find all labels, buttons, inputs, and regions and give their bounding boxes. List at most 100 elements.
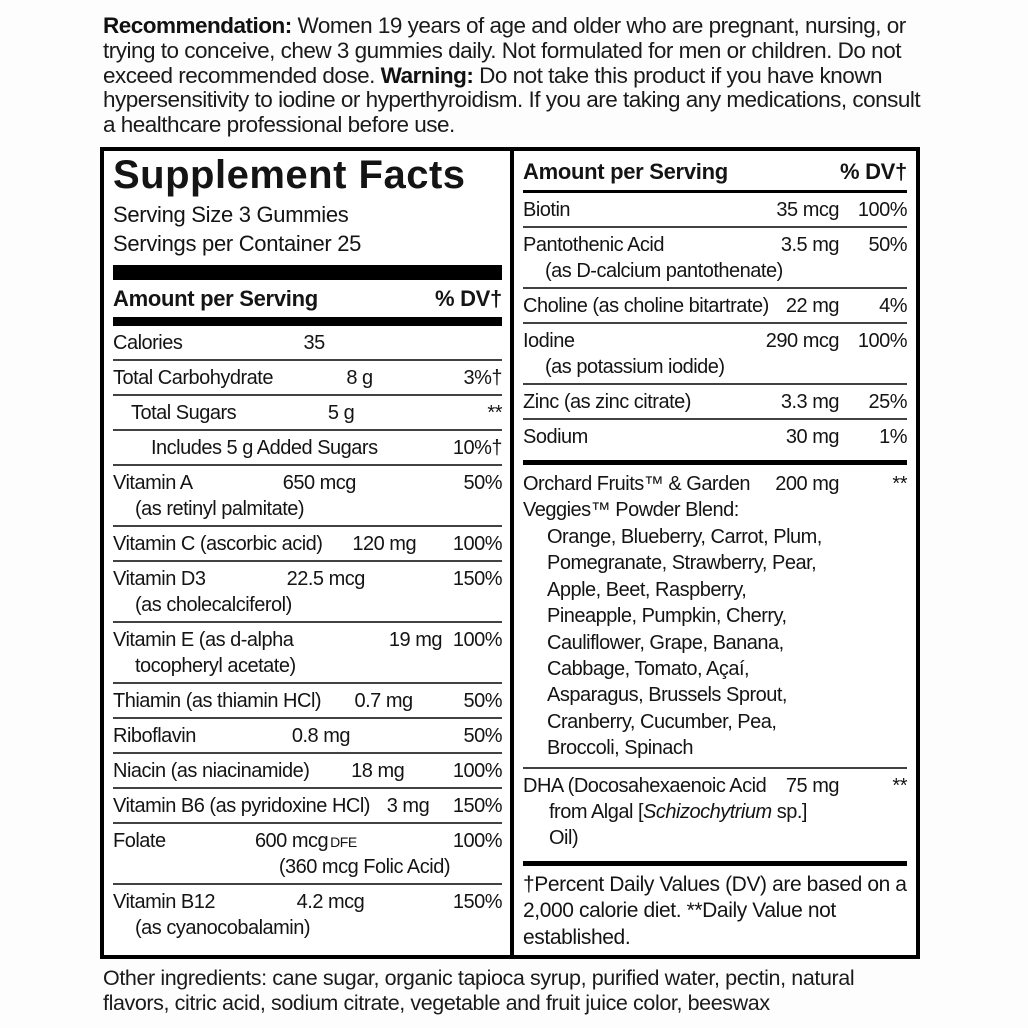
nutrient-row-main: Pantothenic Acid 3.5 mg 50%: [523, 232, 908, 258]
blend-row: Orchard Fruits™ & Garden Veggies™ Powder…: [523, 465, 908, 765]
nutrient-dv: 150%: [452, 795, 503, 818]
nutrient-amount: 600 mcg DFE: [166, 828, 446, 854]
nutrient-name: Vitamin B6 (as pyridoxine HCl): [113, 795, 370, 818]
right-nutrient-rows: Biotin 35 mcg 100% Pantothenic Acid 3.5 mg 50…: [523, 193, 908, 453]
blend-ingredient-list: Orange, Blueberry, Carrot, Plum, Pomegra…: [547, 526, 822, 760]
percent-dv-label: % DV†: [435, 286, 502, 312]
nutrient-dv: 10%†: [452, 437, 503, 460]
amount-per-serving-label: Amount per Serving: [523, 159, 728, 184]
nutrient-row-main: Choline (as choline bitartrate) 22 mg 4%: [523, 293, 908, 319]
nutrient-source: (as D-calcium pantothenate): [545, 260, 783, 283]
nutrient-source: (as cyanocobalamin): [135, 917, 311, 940]
recommendation-body: Women 19 years of age and older who are …: [103, 13, 906, 88]
nutrient-dv: 50%: [868, 234, 907, 257]
nutrient-row-main: Folate 600 mcg DFE 100%: [113, 828, 503, 854]
nutrient-row: Total Carbohydrate 8 g 3%†: [113, 359, 503, 394]
nutrient-row: Iodine 290 mcg 100% (as potassium iodide): [523, 322, 908, 383]
nutrient-row: Pantothenic Acid 3.5 mg 50% (as D-calcium p…: [523, 226, 908, 287]
serving-size: Serving Size 3 Gummies: [113, 202, 349, 227]
amount-value: 18 mg: [351, 760, 405, 783]
dha-row-main: DHA (Docosahexaenoic Acid 75 mg **: [523, 773, 908, 799]
nutrient-dv: 3%†: [463, 367, 502, 390]
servings-per-container: Servings per Container 25: [113, 230, 362, 256]
nutrient-dv: 100%: [452, 629, 503, 652]
nutrient-name: Zinc (as zinc citrate): [523, 391, 691, 414]
nutrient-dv: 25%: [868, 391, 907, 414]
blend-row-main: Orchard Fruits™ & Garden Veggies™ Powder…: [523, 471, 908, 523]
dha-row: DHA (Docosahexaenoic Acid 75 mg ** from …: [523, 766, 908, 854]
amount-value: 3.3 mg: [780, 391, 840, 414]
nutrient-name: Riboflavin: [113, 725, 196, 748]
nutrient-source: (as cholecalciferol): [135, 594, 292, 617]
nutrient-row: Includes 5 g Added Sugars 10%†: [113, 429, 503, 464]
nutrient-row-main: Vitamin B6 (as pyridoxine HCl) 3 mg 150%: [113, 793, 503, 819]
recommendation-label: Recommendation:: [103, 13, 292, 38]
dha-source-suffix: sp.] Oil): [549, 800, 807, 849]
nutrient-amount: 290 mcg: [575, 328, 852, 354]
nutrient-name: Vitamin E (as d-alpha tocopheryl acetate…: [113, 629, 296, 678]
nutrient-row-main: Vitamin E (as d-alpha tocopheryl acetate…: [113, 627, 503, 679]
supplement-facts-panel: Supplement Facts Serving Size 3 Gummies …: [100, 147, 920, 959]
nutrient-name: Vitamin D3: [113, 568, 206, 591]
nutrient-dv: 1%: [879, 426, 907, 449]
nutrient-dv: 100%: [857, 199, 908, 222]
nutrient-amount: 35 mcg: [570, 197, 851, 223]
amount-value: 4.2 mcg: [296, 891, 365, 914]
thick-divider-bar: [113, 265, 502, 281]
blend-amount: 200 mg: [775, 473, 839, 496]
nutrient-name: Vitamin B12: [113, 891, 215, 914]
nutrient-name: Folate: [113, 830, 166, 853]
nutrient-row: Thiamin (as thiamin HCl) 0.7 mg 50%: [113, 682, 503, 717]
blend-name: Orchard Fruits™ & Garden Veggies™ Powder…: [523, 473, 750, 522]
nutrient-row: Vitamin E (as d-alpha tocopheryl acetate…: [113, 621, 503, 682]
dha-source-prefix: from Algal [: [549, 800, 644, 823]
nutrient-name: Pantothenic Acid: [523, 234, 665, 257]
nutrient-name: Vitamin C (ascorbic acid): [113, 533, 323, 556]
medium-divider-bar: [113, 317, 502, 327]
amount-value: 3 mg: [386, 795, 430, 818]
nutrient-name: Iodine: [523, 330, 575, 353]
left-column-header: Amount per Serving % DV†: [113, 280, 502, 316]
nutrient-amount: 30 mg: [588, 424, 851, 450]
nutrient-amount: 4.2 mcg: [215, 889, 446, 915]
nutrient-row: Niacin (as niacinamide) 18 mg 100%: [113, 752, 503, 787]
nutrient-row: Choline (as choline bitartrate) 22 mg 4%: [523, 287, 908, 322]
amount-value: 5 g: [327, 402, 355, 425]
nutrient-row-main: Vitamin D3 22.5 mcg 150%: [113, 566, 503, 592]
nutrient-row-main: Vitamin A 650 mcg 50%: [113, 470, 503, 496]
right-column-header: Amount per Serving % DV†: [523, 153, 907, 189]
amount-value: 600 mcg: [254, 830, 329, 853]
nutrient-row-main: Riboflavin 0.8 mg 50%: [113, 723, 503, 749]
percent-dv-label: % DV†: [840, 159, 907, 184]
nutrient-row-main: Vitamin B12 4.2 mcg 150%: [113, 889, 503, 915]
nutrient-row: Zinc (as zinc citrate) 3.3 mg 25%: [523, 383, 908, 418]
left-nutrient-rows: Calories 35 Total Carbohydrate 8 g 3%† Total …: [113, 326, 503, 944]
nutrient-amount: 0.8 mg: [196, 723, 446, 749]
nutrient-amount: 35: [182, 330, 446, 356]
nutrient-dv: 50%: [463, 725, 502, 748]
nutrient-amount: 3.3 mg: [691, 389, 851, 415]
nutrient-row: Total Sugars 5 g **: [113, 394, 503, 429]
blend-dv: **: [892, 473, 907, 496]
warning-label: Warning:: [380, 62, 474, 88]
nutrient-row: Folate 600 mcg DFE 100% (360 mcg Folic Acid): [113, 822, 503, 883]
nutrient-row-main: Includes 5 g Added Sugars 10%†: [113, 435, 503, 461]
nutrient-amount: 3.5 mg: [664, 232, 851, 258]
nutrient-row: Vitamin D3 22.5 mcg 150% (as cholecalcifero…: [113, 560, 503, 621]
amount-value: 22 mg: [785, 295, 840, 318]
nutrient-row-main: Iodine 290 mcg 100%: [523, 328, 908, 354]
nutrient-dv: 50%: [463, 690, 502, 713]
nutrient-dv: 100%: [857, 330, 908, 353]
amount-value: 290 mcg: [765, 330, 840, 353]
facts-right-column: Amount per Serving % DV† Biotin 35 mcg 100…: [514, 151, 916, 955]
recommendation-paragraph: Recommendation: Women 19 years of age an…: [103, 13, 921, 138]
nutrient-name: Choline (as choline bitartrate): [523, 295, 769, 318]
nutrient-dv: 150%: [452, 568, 503, 591]
amount-value: 35: [303, 332, 326, 355]
amount-value: 30 mg: [785, 426, 840, 449]
amount-value: 120 mg: [352, 533, 417, 556]
dha-dv: **: [892, 774, 907, 797]
nutrient-name: Biotin: [523, 199, 571, 222]
nutrient-dv: **: [487, 402, 502, 425]
